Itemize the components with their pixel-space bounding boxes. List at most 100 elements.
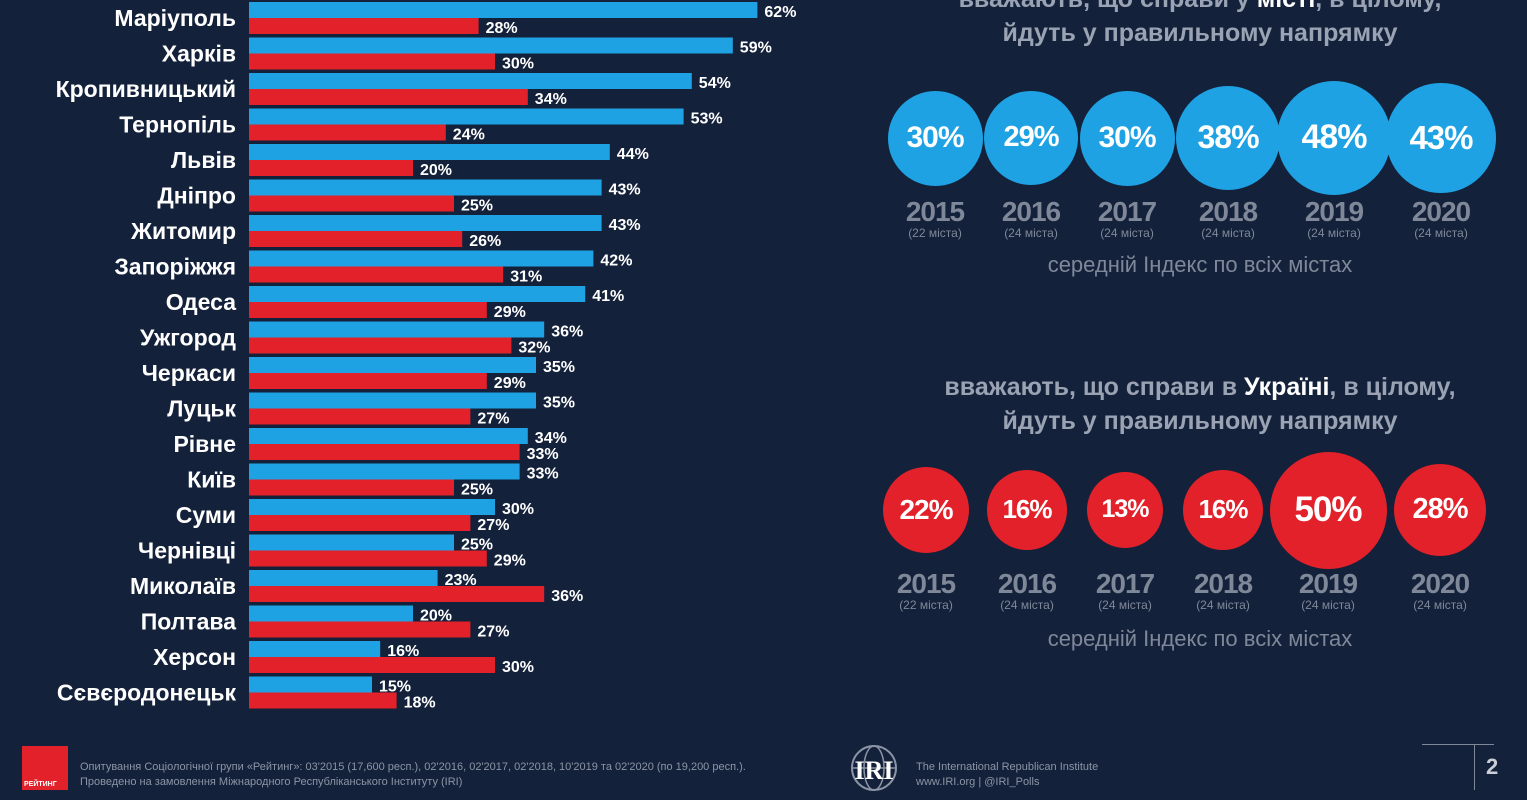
bar-city <box>249 641 381 657</box>
city-panel-title: вважають, що справи у місті, в цілому, й… <box>959 0 1442 47</box>
value-label-ukraine: 25% <box>461 198 493 215</box>
value-label-ukraine: 20% <box>420 162 452 179</box>
year-label: 2017 <box>1095 568 1155 599</box>
city-circle-2019: 48% <box>1276 80 1392 196</box>
city-circle-2015: 30% <box>887 90 983 186</box>
city-year-2019: 2019 (24 міста) <box>1284 198 1384 241</box>
bar-city <box>249 428 528 444</box>
value-label-city: 25% <box>461 537 493 554</box>
city-count-note: (24 міста) <box>1413 598 1467 612</box>
value-label-ukraine: 29% <box>494 375 526 392</box>
city-label: Кропивницький <box>56 76 236 102</box>
bar-ukraine <box>249 53 495 70</box>
value-label-city: 35% <box>543 359 575 376</box>
bar-ukraine <box>249 195 454 212</box>
ukraine-circle-2020: 28% <box>1393 463 1487 557</box>
value-label-ukraine: 27% <box>477 517 509 534</box>
city-year-2018: 2018 (24 міста) <box>1178 196 1278 241</box>
bar-ukraine <box>249 89 528 105</box>
value-label-city: 34% <box>535 430 567 447</box>
value-label-ukraine: 18% <box>404 695 436 712</box>
value-label-city: 54% <box>699 75 731 92</box>
divider-vline <box>1474 744 1475 790</box>
year-label: 2016 <box>997 568 1057 599</box>
bar-ukraine <box>249 621 471 638</box>
bar-city <box>249 73 692 89</box>
value-label-ukraine: 36% <box>551 588 583 605</box>
city-year-2015: 2015 (22 міста) <box>885 196 985 241</box>
value-label-ukraine: 31% <box>510 269 542 286</box>
city-label: Запоріжжя <box>114 254 236 280</box>
value-label-city: 23% <box>445 572 477 589</box>
value-label-city: 41% <box>592 288 624 305</box>
city-label: Київ <box>187 467 236 493</box>
city-circle-2016: 29% <box>984 91 1078 185</box>
bar-city <box>249 499 495 515</box>
city-count-note: (24 міста) <box>1100 226 1154 240</box>
value-label-ukraine: 34% <box>535 91 567 108</box>
bar-city <box>249 179 602 196</box>
value-label-city: 16% <box>387 643 419 660</box>
value-label-city: 20% <box>420 608 452 625</box>
year-label: 2018 <box>1193 568 1253 599</box>
year-label: 2018 <box>1198 196 1258 227</box>
city-count-note: (24 міста) <box>1098 598 1152 612</box>
year-label: 2020 <box>1410 568 1470 599</box>
city-label: Миколаїв <box>130 573 236 599</box>
value-label-ukraine: 29% <box>494 304 526 321</box>
city-circle-2018: 38% <box>1176 86 1280 190</box>
bar-city <box>249 2 758 18</box>
value-label-ukraine: 29% <box>494 553 526 570</box>
iri-info: The International Republican Institute w… <box>916 761 1099 788</box>
city-count-note: (24 міста) <box>1004 226 1058 240</box>
value-label-city: 62% <box>764 4 796 21</box>
city-label: Тернопіль <box>119 112 236 138</box>
value-label-city: 15% <box>379 679 411 696</box>
city-label: Полтава <box>141 609 237 635</box>
value-label-city: 53% <box>691 111 723 128</box>
bar-ukraine <box>249 124 446 141</box>
bar-ukraine <box>249 586 545 602</box>
bar-city <box>249 286 586 302</box>
ukraine-circle-2015: 22% <box>882 466 970 554</box>
year-label: 2019 <box>1298 568 1358 599</box>
bar-ukraine <box>249 302 487 318</box>
city-label: Ужгород <box>140 325 236 351</box>
bar-ukraine <box>249 408 471 425</box>
city-label: Сєвєродонецьк <box>57 680 237 706</box>
bar-city <box>249 321 545 338</box>
city-count-note: (24 міста) <box>1201 226 1255 240</box>
bar-ukraine <box>249 231 463 247</box>
value-label-ukraine: 30% <box>502 56 534 73</box>
city-label: Харків <box>162 41 236 67</box>
ukraine-year-2016: 2016 (24 міста) <box>977 568 1077 613</box>
source-note: Опитування Соціологічної групи «Рейтинг»… <box>80 761 746 788</box>
city-label: Рівне <box>173 431 236 457</box>
year-label: 2015 <box>905 196 965 227</box>
ukraine-circle-2016: 16% <box>987 470 1067 550</box>
bar-ukraine <box>249 515 471 531</box>
value-label-city: 30% <box>502 501 534 518</box>
city-bar-chart: Маріуполь 62% 28% Харків 59% 30% Кропивницький… <box>56 2 796 712</box>
bar-city <box>249 215 602 231</box>
value-label-city: 43% <box>609 217 641 234</box>
city-count-note: (24 міста) <box>1000 598 1054 612</box>
page-number: 2 <box>1486 754 1499 779</box>
city-label: Черкаси <box>142 360 236 386</box>
city-year-2017: 2017 (24 міста) <box>1077 198 1177 241</box>
bar-city <box>249 357 536 373</box>
city-index-row: 30% 2015 (22 міста) 29% 2016 (24 міста) 30% 201… <box>870 80 1510 240</box>
value-label-ukraine: 26% <box>469 233 501 250</box>
city-label: Дніпро <box>157 183 236 209</box>
bar-ukraine <box>249 337 512 354</box>
value-label-city: 35% <box>543 395 575 412</box>
value-label-city: 33% <box>527 466 559 483</box>
city-circle-2017: 30% <box>1079 90 1175 186</box>
value-label-city: 59% <box>740 40 772 57</box>
ukraine-panel-title: вважають, що справи в Україні, в цілому,… <box>944 373 1456 435</box>
value-label-ukraine: 27% <box>477 411 509 428</box>
bar-city <box>249 676 372 693</box>
ukraine-year-2020: 2020 (24 міста) <box>1390 568 1490 613</box>
bar-ukraine <box>249 266 504 283</box>
value-label-ukraine: 27% <box>477 624 509 641</box>
